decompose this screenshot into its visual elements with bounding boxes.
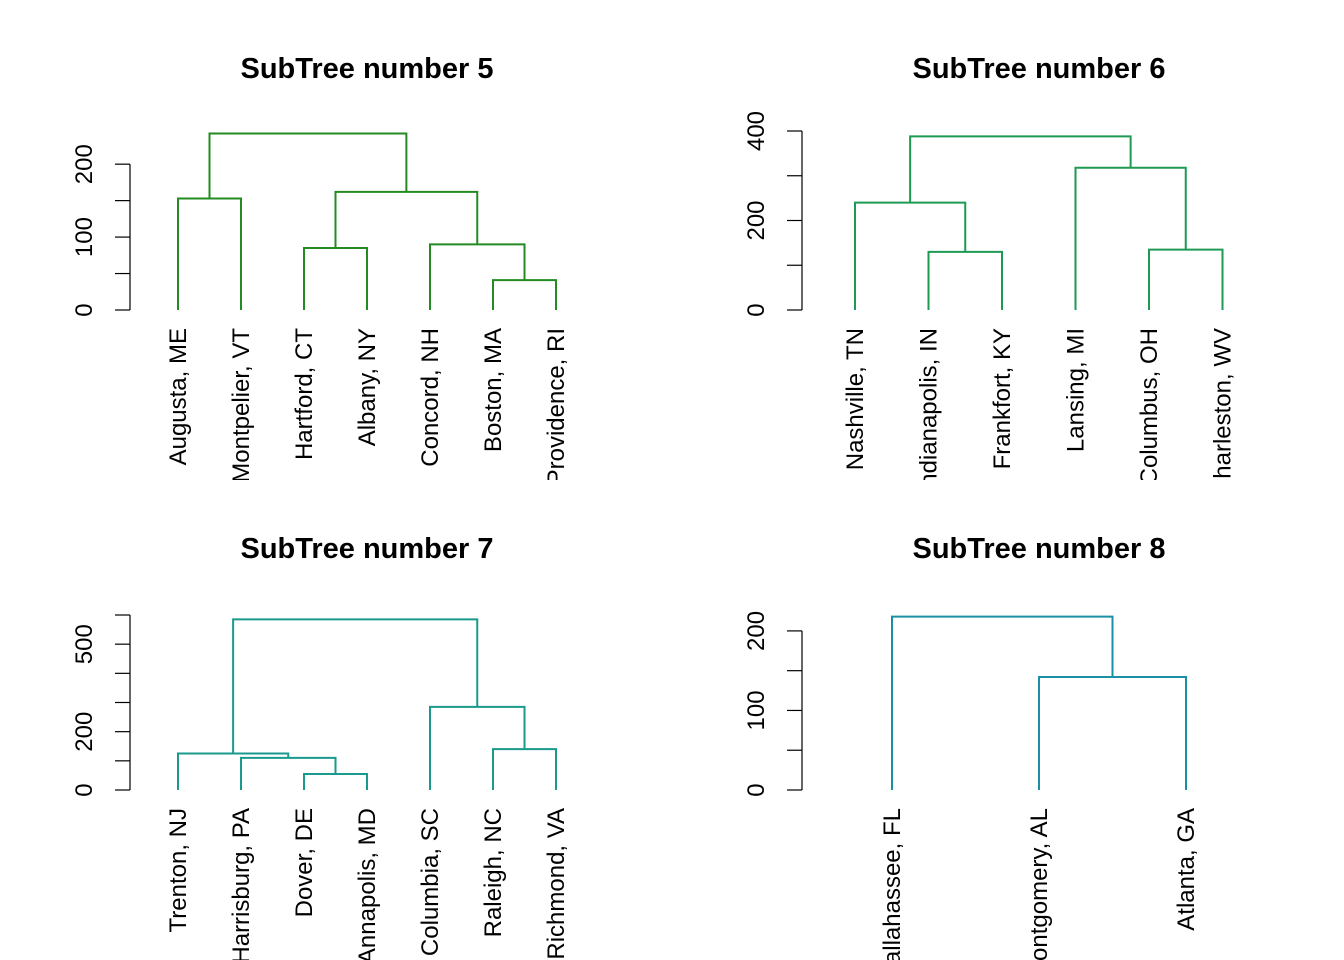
dendrogram-branch [492, 748, 557, 790]
dendrogram-branch [429, 243, 526, 310]
leaf-label: Trenton, NJ [165, 808, 192, 933]
y-axis: 0 200 500 [71, 614, 131, 797]
leaf-label: Harrisburg, PA [228, 808, 255, 960]
leaf-label: Montgomery, AL [1026, 808, 1053, 960]
leaf-label: Columbus, OH [1136, 328, 1163, 485]
dendrogram-tree [177, 618, 557, 790]
dendrogram-branch [303, 247, 368, 310]
leaf-label: Montpelier, VT [228, 328, 255, 483]
y-axis: 0 100 200 [71, 144, 131, 317]
leaf-label: Dover, DE [291, 808, 318, 917]
leaf-labels: Tallahassee, FL Montgomery, AL Atlanta, GA [879, 808, 1200, 960]
leaf-labels: Trenton, NJ Harrisburg, PA Dover, DE Annapo… [165, 808, 570, 960]
y-tick-label: 200 [71, 144, 98, 184]
leaf-label: Richmond, VA [543, 808, 570, 960]
dendrogram-branch [334, 190, 479, 249]
leaf-label: Hartford, CT [291, 328, 318, 460]
leaf-label: Tallahassee, FL [879, 808, 906, 960]
y-tick-label: 200 [71, 712, 98, 752]
dendrogram-branch [909, 135, 1132, 203]
y-tick-label: 0 [71, 303, 98, 316]
leaf-label: Boston, MA [480, 328, 507, 452]
y-tick-label: 100 [743, 690, 770, 730]
y-axis: 0 200 400 [743, 111, 803, 317]
leaf-label: Augusta, ME [165, 328, 192, 465]
dendrogram-branch [1148, 248, 1224, 310]
dendrogram-branch [208, 132, 408, 199]
dendrogram-branch [232, 618, 479, 754]
leaf-label: Indianapolis, IN [916, 328, 943, 493]
dendrogram-branch [303, 772, 368, 790]
y-tick-label: 0 [71, 783, 98, 796]
y-tick-label: 500 [71, 624, 98, 664]
dendrogram-tree [854, 135, 1224, 310]
dendrogram-branch [492, 279, 557, 310]
leaf-label: Charleston, WV [1210, 328, 1237, 496]
dendrogram-branch [1038, 676, 1187, 790]
y-tick-label: 400 [743, 111, 770, 151]
panel-subtree-6: SubTree number 6 0 200 400 Nashville, TN In… [743, 53, 1237, 496]
leaf-labels: Nashville, TN Indianapolis, IN Frankfort, … [842, 328, 1237, 496]
y-tick-label: 200 [743, 611, 770, 651]
dendrogram-tree [177, 132, 557, 310]
leaf-labels: Augusta, ME Montpelier, VT Hartford, CT Alb… [165, 328, 570, 485]
dendrogram-branch [854, 201, 967, 310]
y-tick-label: 200 [743, 200, 770, 240]
leaf-label: Atlanta, GA [1173, 808, 1200, 931]
panel-title: SubTree number 6 [912, 53, 1165, 85]
leaf-label: Columbia, SC [417, 808, 444, 956]
dendrogram-branch [927, 250, 1003, 310]
panel-subtree-5: SubTree number 5 0 100 200 Augusta, ME Mont… [71, 53, 570, 485]
leaf-label: Concord, NH [417, 328, 444, 467]
leaf-label: Albany, NY [354, 328, 381, 446]
dendrogram-branch [1074, 166, 1187, 310]
panel-title: SubTree number 8 [912, 533, 1165, 565]
leaf-label: Frankfort, KY [989, 328, 1016, 469]
y-tick-label: 100 [71, 217, 98, 257]
panel-subtree-7: SubTree number 7 0 200 500 Trenton, NJ Harr… [71, 533, 570, 960]
panel-title: SubTree number 7 [240, 533, 493, 565]
dendrogram-tree [891, 615, 1187, 790]
dendrogram-branch [891, 615, 1114, 790]
dendrogram-branch [177, 197, 242, 310]
leaf-label: Nashville, TN [842, 328, 869, 470]
leaf-label: Lansing, MI [1063, 328, 1090, 452]
y-tick-label: 0 [743, 303, 770, 316]
leaf-label: Raleigh, NC [480, 808, 507, 937]
panel-subtree-8: SubTree number 8 0 100 200 Tallahassee, FL… [743, 533, 1200, 960]
leaf-label: Providence, RI [543, 328, 570, 485]
y-tick-label: 0 [743, 783, 770, 796]
y-axis: 0 100 200 [743, 611, 803, 797]
panel-title: SubTree number 5 [240, 53, 493, 85]
dendrogram-branch [240, 756, 337, 790]
leaf-label: Annapolis, MD [354, 808, 381, 960]
dendrogram-branch [177, 752, 290, 790]
